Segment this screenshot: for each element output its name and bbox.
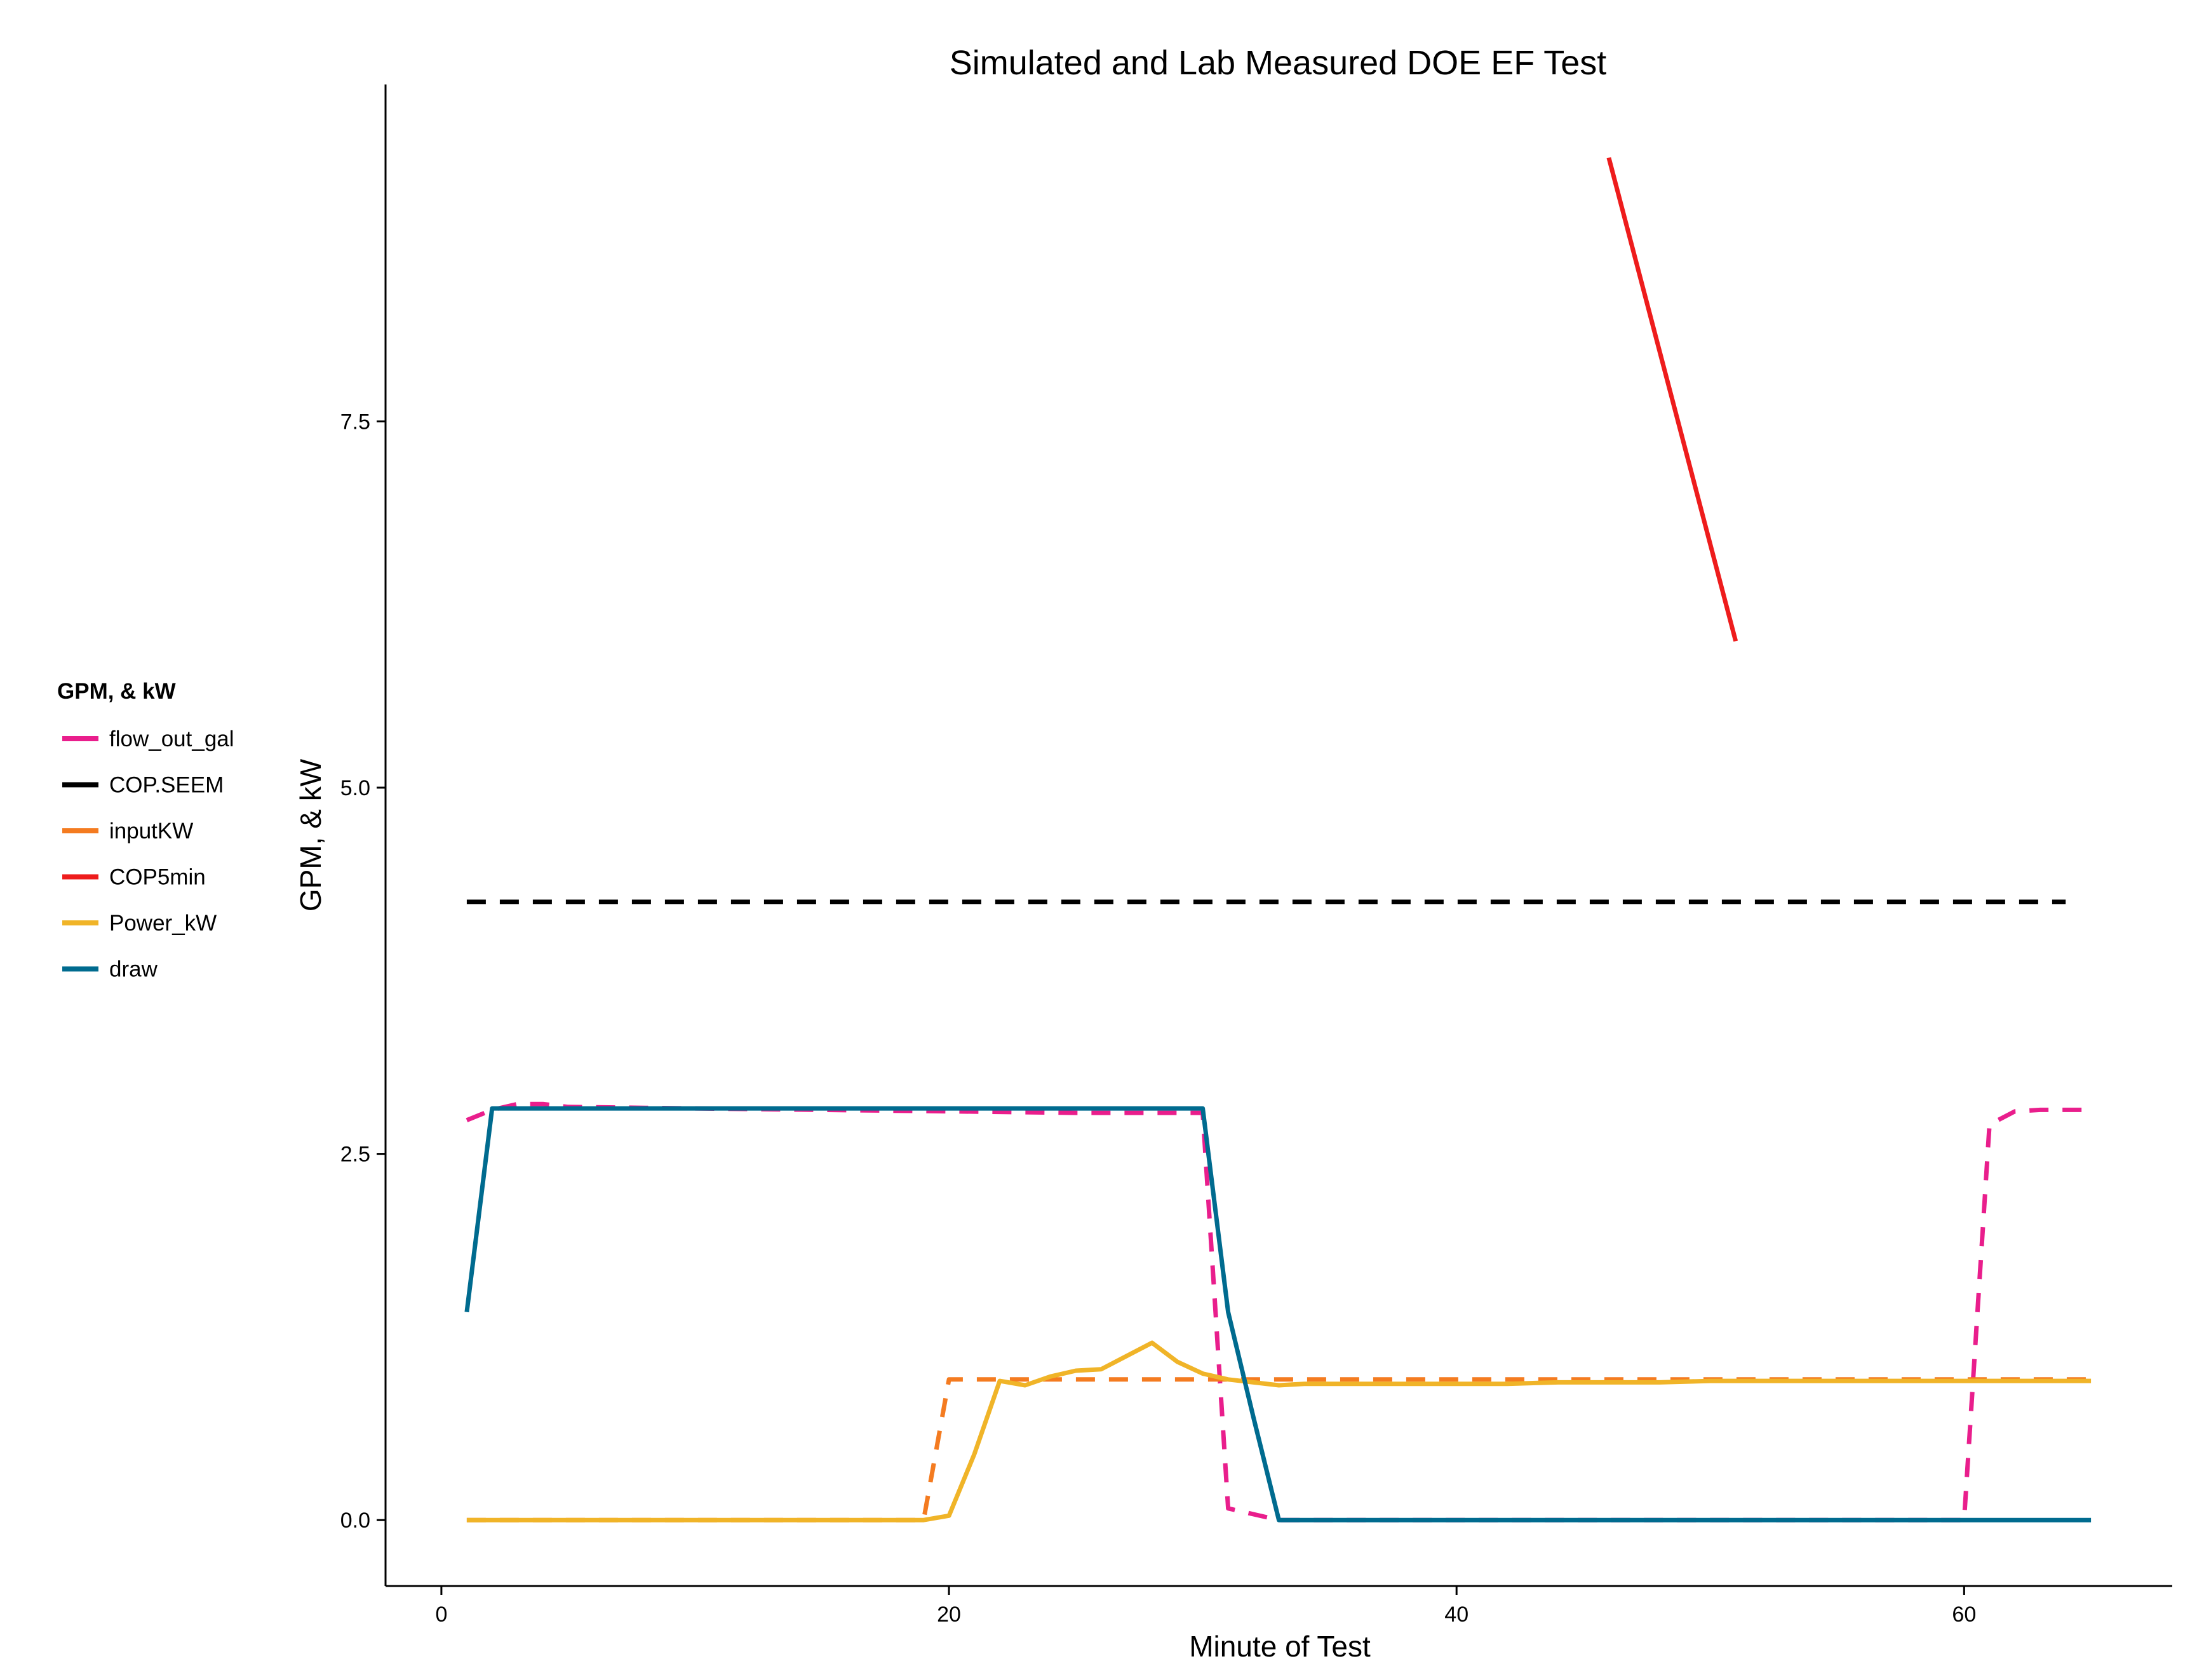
x-tick-label: 60 [1952, 1603, 1976, 1627]
legend-label: COP.SEEM [109, 773, 224, 798]
series-line-power-kw [466, 1340, 2092, 1522]
legend-label: inputKW [109, 819, 193, 843]
legend-title: GPM, & kW [57, 679, 176, 704]
legend-items: flow_out_gal COP.SEEM inputKW COP5min Power_… [62, 727, 234, 982]
x-axis-title: Minute of Test [1189, 1630, 1371, 1663]
y-tick-label: 0.0 [340, 1509, 370, 1533]
legend-label: COP5min [109, 865, 206, 890]
series-line-cop5min [1606, 157, 1738, 642]
legend-label: Power_kW [109, 911, 217, 936]
legend: GPM, & kW flow_out_gal COP.SEEM inputKW COP… [57, 679, 234, 982]
y-tick-label: 2.5 [340, 1143, 370, 1167]
series-layer [464, 157, 2092, 1522]
x-tick-label: 0 [435, 1603, 447, 1627]
x-tick-label: 40 [1444, 1603, 1468, 1627]
y-axis-title: GPM, & kW [294, 758, 327, 911]
x-tick-label: 20 [937, 1603, 961, 1627]
x-axis-ticks: 0 20 40 60 [435, 1586, 1976, 1627]
plot-area: 0 20 40 60 0.0 2.5 5.0 7.5 [340, 84, 2172, 1627]
chart-title: Simulated and Lab Measured DOE EF Test [950, 44, 1607, 82]
legend-label: flow_out_gal [109, 727, 234, 751]
legend-label: draw [109, 957, 158, 982]
y-tick-label: 7.5 [340, 410, 370, 434]
series-line-draw [464, 1106, 2092, 1522]
y-axis-ticks: 0.0 2.5 5.0 7.5 [340, 410, 386, 1533]
y-tick-label: 5.0 [340, 776, 370, 800]
